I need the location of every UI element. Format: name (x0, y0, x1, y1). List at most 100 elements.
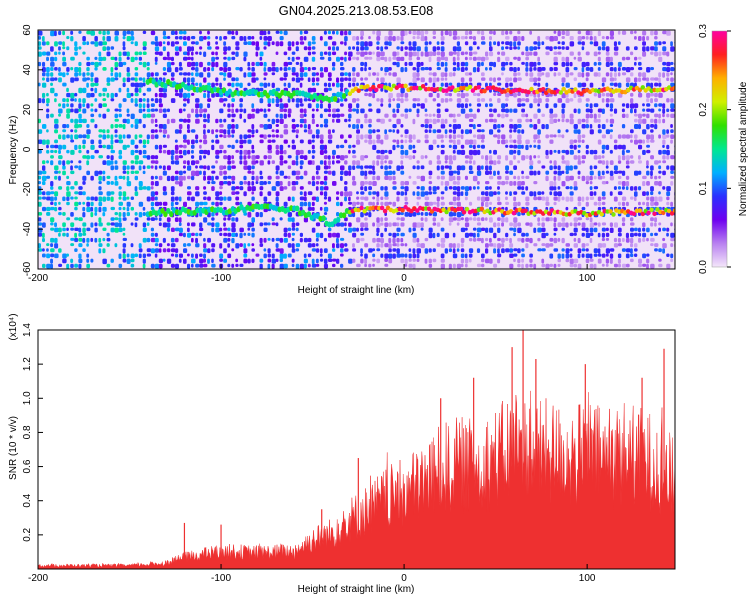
spectrogram-cell (187, 129, 191, 133)
snr-area (38, 390, 675, 569)
spectrogram-cell (396, 243, 400, 247)
spectrogram-cell (279, 113, 283, 119)
spectrogram-cell (388, 67, 392, 71)
spectrogram-cell (460, 108, 466, 114)
spectrogram-cell (195, 113, 199, 118)
spectrogram-cell (513, 72, 517, 77)
spectrogram-cell (110, 165, 114, 171)
spectrogram-cell (577, 149, 581, 154)
spectrogram-cell (150, 186, 154, 190)
spectrogram-cell (166, 217, 171, 222)
spectrogram-cell (650, 243, 654, 247)
spectrogram-cell (58, 149, 61, 154)
spectrogram-cell (344, 222, 347, 227)
spectrogram-cell (271, 82, 275, 88)
spectrogram-cell (118, 263, 123, 268)
spectrogram-cell (497, 92, 502, 96)
spectrogram-cell (521, 248, 525, 252)
spectrogram-cell (388, 98, 392, 103)
spectrogram-cell (593, 149, 598, 155)
spectrogram-cell (279, 186, 284, 191)
spectrogram-cell (658, 175, 661, 179)
spectrogram-cell (554, 269, 558, 273)
spectrogram-cell (352, 175, 356, 181)
spectrogram-cell (203, 149, 208, 155)
spectrogram-cell (174, 51, 180, 56)
spectrogram-cell (658, 170, 662, 174)
spectrogram-cell (162, 191, 168, 196)
spectrogram-cell (235, 258, 238, 263)
spectrogram-cell (448, 113, 454, 118)
spectrogram-cell (227, 263, 231, 268)
spectrogram-cell (597, 113, 601, 118)
spectrogram-cell (416, 253, 420, 259)
spectrogram-cell (295, 149, 300, 156)
spectrogram-cell (529, 191, 534, 197)
spectrogram-cell (275, 103, 280, 107)
spectrogram-cell (424, 191, 429, 196)
spectrogram-cell (589, 196, 595, 200)
spectrogram-cell (102, 212, 106, 217)
spectrogram-cell (54, 56, 58, 62)
spectrogram-cell (42, 98, 45, 104)
spectrogram-cell (561, 36, 565, 39)
spectrogram-cell (630, 30, 634, 35)
spectrogram-cell (106, 108, 110, 112)
spectrogram-cell (625, 248, 631, 253)
spectrogram-cell (658, 181, 662, 187)
spectrogram-cell (408, 139, 413, 143)
spectrogram-cell (291, 263, 295, 268)
spectrogram-cell (211, 258, 214, 263)
spectrogram-cell (432, 139, 437, 145)
spectrogram-cell (247, 41, 252, 45)
spectrogram-cell (283, 201, 288, 207)
spectrogram-cell (223, 222, 226, 227)
spectrogram-cell (521, 253, 525, 258)
spectrogram-cell (134, 134, 138, 140)
spectrogram-cell (50, 243, 54, 248)
spectrogram-cell (267, 144, 272, 151)
spectrogram-cell (662, 113, 665, 118)
spectrogram-cell (267, 134, 272, 138)
spectrogram-cell (138, 118, 142, 124)
spectrogram-cell (187, 175, 191, 180)
spectrogram-cell (545, 243, 550, 248)
spectrogram-cell (476, 61, 481, 67)
spectrogram-cell (50, 160, 54, 166)
spectrogram-cell (638, 113, 642, 119)
spectrogram-cell (376, 227, 380, 233)
spectrogram-cell (380, 87, 384, 92)
spectrogram-cell (215, 61, 219, 68)
spectrogram-cell (223, 165, 227, 170)
spectrogram-cell (150, 129, 155, 134)
spectrogram-cell (513, 149, 517, 154)
spectrogram-cell (509, 191, 512, 196)
spectrogram-cell (231, 124, 235, 129)
spectrogram-cell (102, 248, 106, 254)
spectrogram-cell (448, 82, 453, 86)
spectrogram-cell (456, 248, 460, 252)
spectrogram-band-cell (464, 206, 470, 212)
spectrogram-cell (541, 243, 546, 247)
spectrogram-cell (670, 103, 675, 109)
spectrogram-cell (352, 124, 356, 129)
spectrogram-cell (134, 170, 139, 174)
spectrogram-cell (412, 72, 417, 78)
spectrogram-cell (388, 237, 392, 244)
spectrogram-cell (545, 170, 550, 175)
spectrogram-cell (98, 175, 102, 181)
spectrogram-cell (468, 72, 472, 76)
spectrogram-cell (630, 237, 634, 244)
spectrogram-cell (271, 253, 275, 259)
spectrogram-cell (493, 191, 497, 196)
spectrogram-cell (666, 165, 670, 170)
spectrogram-cell (111, 269, 116, 274)
spectrogram-cell (368, 92, 372, 97)
spectrogram-cell (440, 139, 444, 143)
spectrogram-cell (380, 201, 384, 206)
spectrogram-cell (279, 263, 285, 269)
spectrogram-cell (344, 98, 348, 102)
spectrogram-cell (227, 232, 232, 237)
spectrogram-cell (219, 149, 223, 154)
spectrogram-cell (319, 186, 324, 191)
